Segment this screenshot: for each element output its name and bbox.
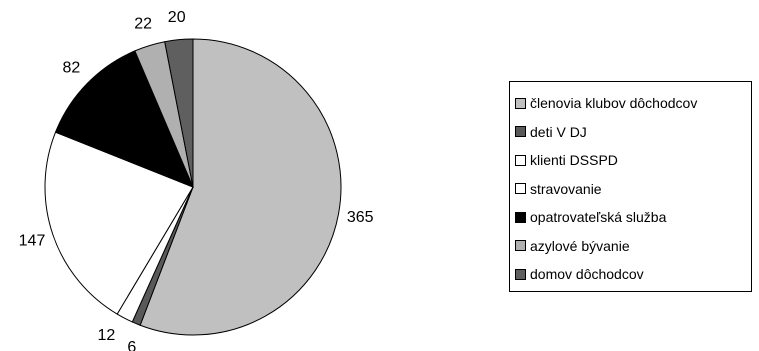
legend-label: klienti DSSPD: [530, 152, 618, 169]
legend-item: domov dôchodcov: [515, 260, 751, 289]
pie-slice: [164, 38, 194, 188]
slice-value-label: 365: [347, 209, 374, 226]
legend-label: azylové bývanie: [530, 237, 630, 254]
legend-item: azylové bývanie: [515, 232, 751, 261]
legend-label: domov dôchodcov: [530, 266, 644, 283]
legend-swatch: [515, 268, 526, 280]
legend-item: členovia klubov dôchodcov: [515, 89, 751, 118]
legend-item: stravovanie: [515, 175, 751, 204]
legend-swatch: [515, 211, 526, 223]
slice-value-label: 6: [127, 339, 136, 351]
pie-slice: [139, 38, 342, 336]
legend-swatch: [515, 240, 526, 252]
slice-value-label: 22: [134, 16, 152, 33]
chart-legend: členovia klubov dôchodcov deti V DJ klie…: [509, 81, 752, 292]
legend-swatch: [515, 126, 526, 138]
legend-item: klienti DSSPD: [515, 146, 751, 175]
legend-label: stravovanie: [530, 180, 602, 197]
pie-slice: [54, 50, 194, 188]
legend-label: opatrovateľská služba: [530, 209, 667, 226]
legend-item: opatrovateľská služba: [515, 203, 751, 232]
legend-item: deti V DJ: [515, 118, 751, 147]
slice-value-label: 147: [19, 233, 46, 250]
legend-swatch: [515, 97, 526, 109]
legend-swatch: [515, 183, 526, 195]
legend-swatch: [515, 154, 526, 166]
pie-slice: [44, 131, 194, 315]
slice-value-label: 82: [63, 59, 81, 76]
legend-label: deti V DJ: [530, 123, 587, 140]
legend-label: členovia klubov dôchodcov: [530, 95, 698, 112]
slice-value-label: 20: [168, 9, 186, 26]
slice-value-label: 12: [98, 327, 116, 344]
